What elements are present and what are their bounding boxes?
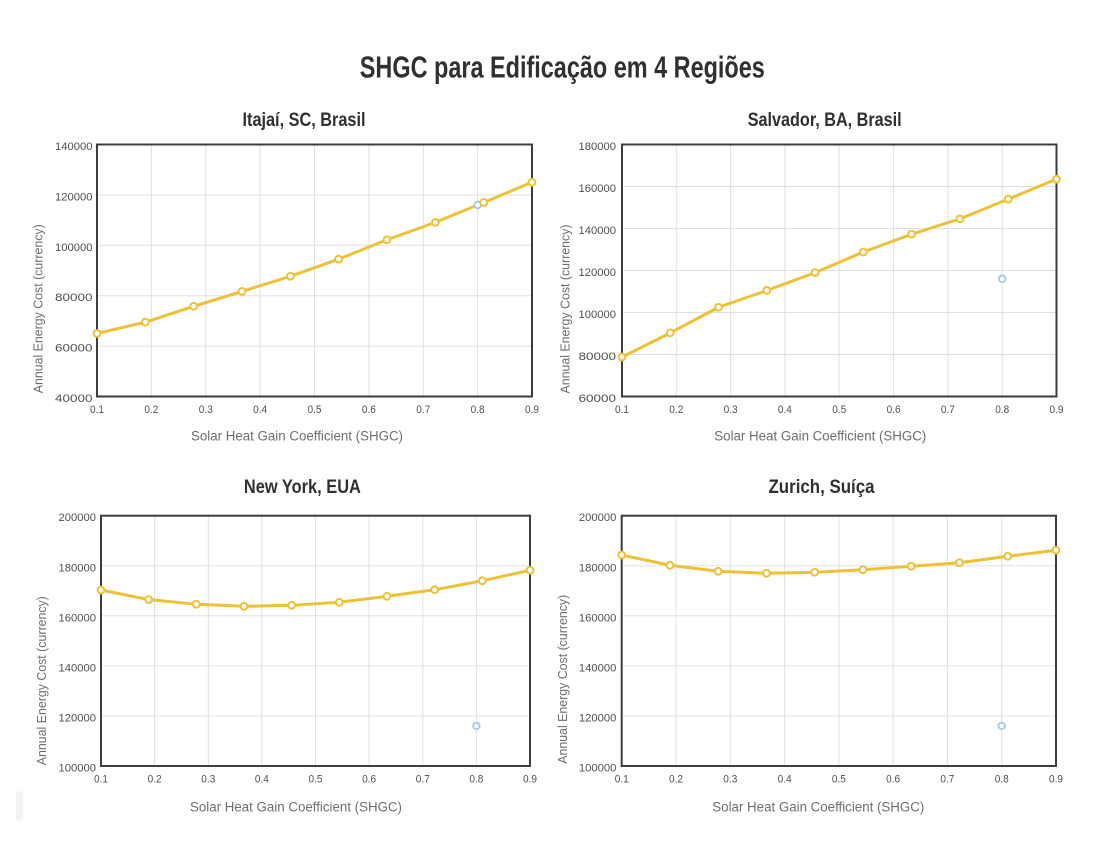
svg-text:0.6: 0.6 [362,404,376,416]
svg-text:0.3: 0.3 [199,404,213,416]
svg-text:0.1: 0.1 [90,404,104,416]
svg-text:0.7: 0.7 [940,774,954,786]
svg-text:0.6: 0.6 [362,774,376,786]
svg-text:0.1: 0.1 [615,774,629,786]
svg-text:Zurich, Suíça: Zurich, Suíça [769,477,875,498]
svg-text:0.3: 0.3 [723,774,737,786]
svg-text:0.4: 0.4 [778,404,792,416]
svg-text:0.1: 0.1 [94,774,108,786]
svg-text:SHGC para Edificação em 4 Regi: SHGC para Edificação em 4 Regiões [360,49,765,84]
svg-text:0.8: 0.8 [471,404,485,416]
svg-text:Itajaí, SC, Brasil: Itajaí, SC, Brasil [243,110,366,131]
svg-text:80000: 80000 [579,351,617,363]
svg-text:200000: 200000 [579,512,617,524]
svg-text:0.5: 0.5 [832,774,846,786]
svg-text:160000: 160000 [579,183,617,195]
svg-text:New York, EUA: New York, EUA [244,477,361,498]
svg-text:60000: 60000 [579,393,617,405]
svg-text:0.7: 0.7 [416,404,430,416]
svg-text:Solar Heat Gain Coefficient (S: Solar Heat Gain Coefficient (SHGC) [190,799,402,814]
svg-text:0.6: 0.6 [886,774,900,786]
svg-text:120000: 120000 [55,191,93,203]
svg-text:0.1: 0.1 [615,404,629,416]
svg-text:160000: 160000 [59,612,97,624]
svg-text:40000: 40000 [55,393,93,405]
svg-text:Annual Energy Cost (currency): Annual Energy Cost (currency) [555,595,570,764]
svg-text:0.8: 0.8 [995,774,1009,786]
svg-text:180000: 180000 [59,562,97,574]
svg-text:120000: 120000 [59,712,97,724]
svg-text:0.2: 0.2 [144,404,158,416]
svg-text:0.2: 0.2 [669,774,683,786]
svg-text:100000: 100000 [55,242,93,254]
svg-text:160000: 160000 [579,612,617,624]
svg-text:140000: 140000 [55,141,93,153]
svg-text:Annual Energy Cost (currency): Annual Energy Cost (currency) [558,225,573,394]
svg-text:Solar Heat Gain Coefficient (S: Solar Heat Gain Coefficient (SHGC) [714,428,926,443]
svg-text:100000: 100000 [579,763,617,775]
svg-text:0.7: 0.7 [416,774,430,786]
svg-text:0.9: 0.9 [523,774,537,786]
svg-text:0.3: 0.3 [724,404,738,416]
svg-text:Salvador, BA, Brasil: Salvador, BA, Brasil [748,110,902,131]
svg-text:Annual Energy Cost (currency): Annual Energy Cost (currency) [30,224,45,393]
svg-text:0.4: 0.4 [253,404,267,416]
svg-text:0.4: 0.4 [778,774,792,786]
svg-text:0.5: 0.5 [832,404,846,416]
svg-text:120000: 120000 [579,712,617,724]
svg-text:0.5: 0.5 [308,404,322,416]
svg-text:0.9: 0.9 [1050,404,1064,416]
svg-text:Solar Heat Gain Coefficient (S: Solar Heat Gain Coefficient (SHGC) [191,428,403,443]
svg-text:180000: 180000 [579,141,617,153]
svg-text:0.8: 0.8 [469,774,483,786]
svg-text:180000: 180000 [579,562,617,574]
svg-text:100000: 100000 [579,309,617,321]
svg-text:120000: 120000 [579,267,617,279]
svg-text:140000: 140000 [59,662,97,674]
svg-text:0.3: 0.3 [201,774,215,786]
svg-text:200000: 200000 [59,512,97,524]
svg-text:0.2: 0.2 [148,774,162,786]
svg-text:80000: 80000 [55,292,93,304]
svg-text:60000: 60000 [55,343,93,355]
svg-text:0.9: 0.9 [525,404,539,416]
svg-text:0.6: 0.6 [887,404,901,416]
svg-text:140000: 140000 [579,662,617,674]
svg-text:0.8: 0.8 [995,404,1009,416]
svg-text:100000: 100000 [59,763,97,775]
svg-text:0.2: 0.2 [669,404,683,416]
svg-text:0.4: 0.4 [255,774,269,786]
svg-text:140000: 140000 [579,225,617,237]
svg-text:0.7: 0.7 [941,404,955,416]
svg-text:0.9: 0.9 [1049,774,1063,786]
svg-text:Solar Heat Gain Coefficient (S: Solar Heat Gain Coefficient (SHGC) [712,799,924,814]
svg-text:Annual Energy Cost (currency): Annual Energy Cost (currency) [34,596,49,765]
svg-text:0.5: 0.5 [309,774,323,786]
